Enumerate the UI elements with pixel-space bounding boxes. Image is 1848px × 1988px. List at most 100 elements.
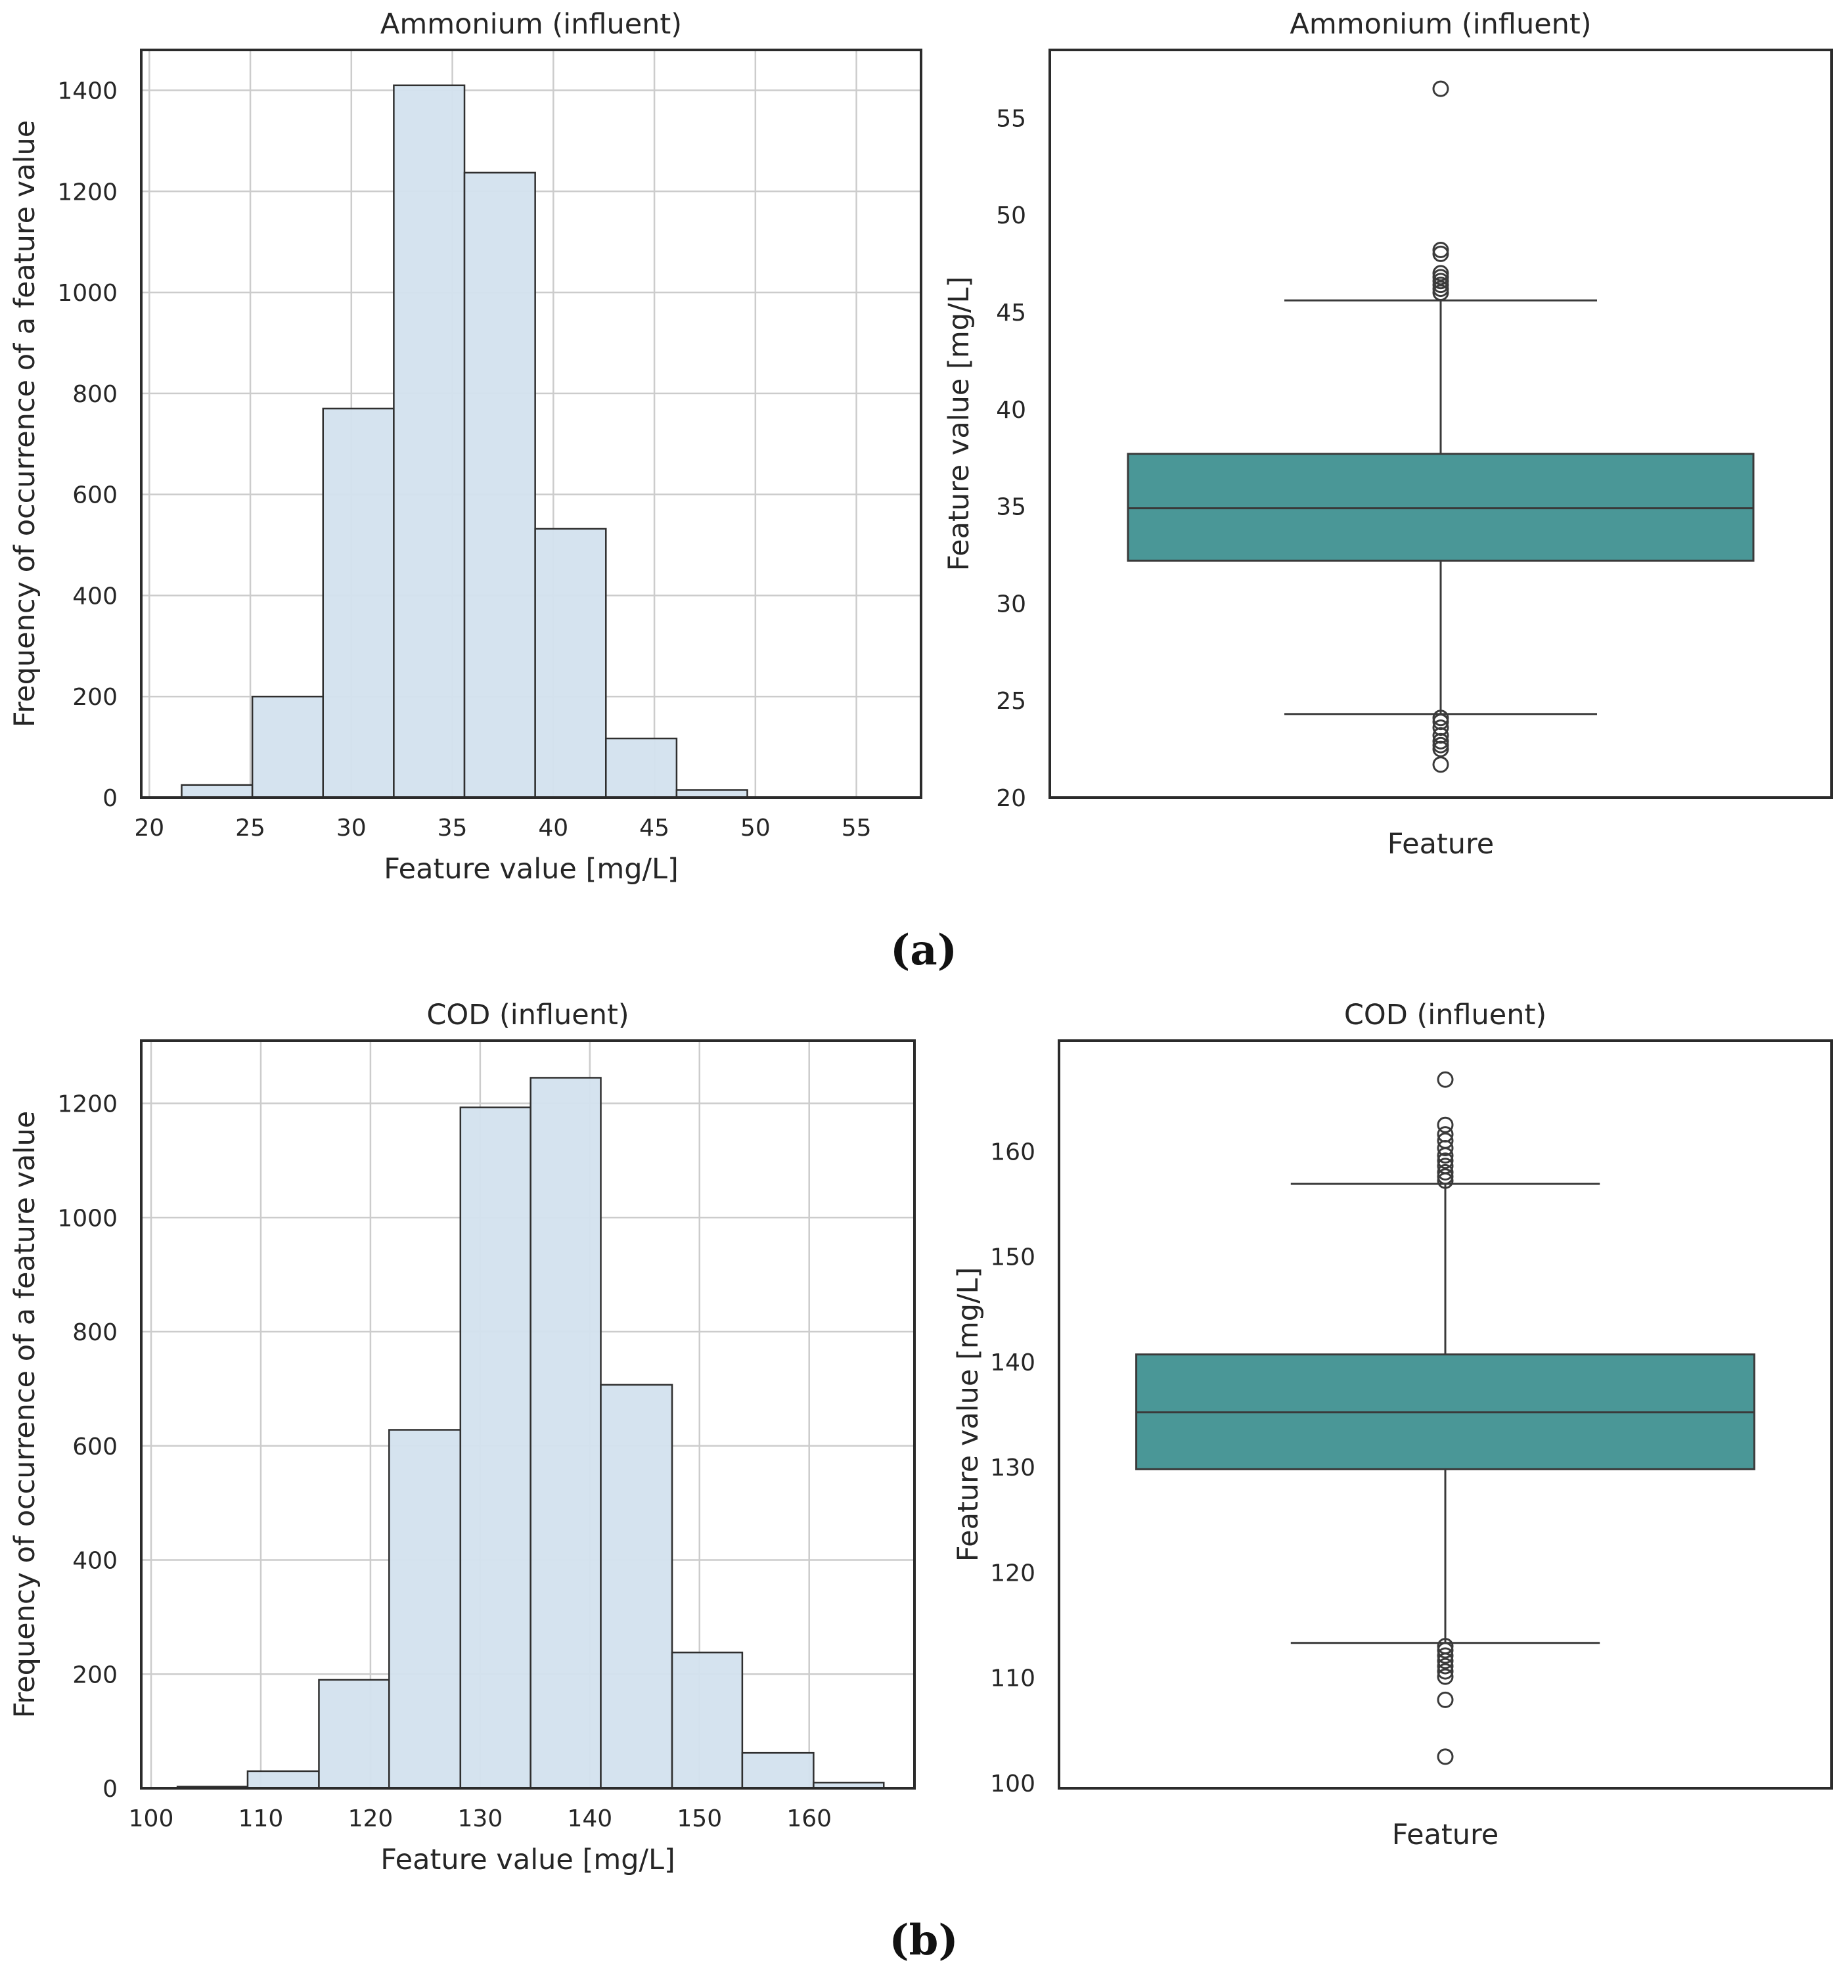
outlier-point xyxy=(1437,1668,1454,1685)
outlier-point xyxy=(1437,1658,1454,1675)
y-tick-label: 0 xyxy=(102,785,118,812)
y-tick-label: 55 xyxy=(996,105,1026,132)
x-tick-label: 50 xyxy=(740,815,771,842)
x-tick-label: 30 xyxy=(336,815,367,842)
x-axis-label: Feature xyxy=(1392,1819,1499,1851)
histogram-bar xyxy=(251,695,325,799)
y-axis-label: Frequency of occurrence of a feature val… xyxy=(9,1111,41,1718)
outlier-point xyxy=(1437,1163,1454,1181)
figure-label-a: (a) xyxy=(890,926,957,975)
y-tick-label: 50 xyxy=(996,202,1026,229)
y-tick-label: 400 xyxy=(72,583,118,610)
histogram-bar xyxy=(318,1679,390,1790)
y-tick-label: 800 xyxy=(72,1319,118,1346)
y-axis-label: Feature value [mg/L] xyxy=(952,1267,985,1562)
x-tick-label: 35 xyxy=(438,815,468,842)
y-tick-label: 35 xyxy=(996,494,1026,521)
outlier-point xyxy=(1432,284,1449,301)
y-tick-label: 1000 xyxy=(57,1205,118,1232)
axes-frame xyxy=(1048,49,1833,799)
histogram-bar xyxy=(530,1077,602,1790)
histogram-bar xyxy=(463,171,536,799)
y-tick-label: 40 xyxy=(996,397,1026,424)
outlier-point xyxy=(1437,1152,1454,1169)
histogram-bar xyxy=(388,1429,462,1790)
x-axis-label: Feature value [mg/L] xyxy=(384,853,678,886)
outlier-point xyxy=(1437,1663,1454,1680)
outlier-point xyxy=(1432,80,1449,97)
y-tick-label: 1200 xyxy=(57,1091,118,1118)
outlier-point xyxy=(1437,1652,1454,1669)
x-tick-label: 45 xyxy=(639,815,669,842)
y-tick-label: 30 xyxy=(996,591,1026,618)
y-tick-label: 150 xyxy=(990,1244,1035,1271)
outlier-point xyxy=(1437,1691,1454,1708)
chart-title: COD (influent) xyxy=(1344,999,1546,1031)
outlier-point xyxy=(1432,245,1449,262)
outlier-point xyxy=(1437,1172,1454,1189)
histogram-bar xyxy=(600,1384,673,1790)
y-tick-label: 200 xyxy=(72,1661,118,1688)
y-tick-label: 100 xyxy=(990,1771,1035,1797)
y-tick-label: 200 xyxy=(72,684,118,711)
histogram-bar xyxy=(534,528,607,799)
y-tick-label: 25 xyxy=(996,688,1026,715)
x-tick-label: 25 xyxy=(235,815,265,842)
y-tick-label: 20 xyxy=(996,785,1026,812)
y-tick-label: 140 xyxy=(990,1349,1035,1376)
y-tick-label: 1200 xyxy=(57,179,118,206)
outlier-point xyxy=(1437,1748,1454,1765)
chart-title: COD (influent) xyxy=(426,999,629,1031)
x-axis-label: Feature value [mg/L] xyxy=(380,1843,675,1876)
cod-boxplot: 100 110 120 130 140 150 160 COD (influent) Featu… xyxy=(952,999,1833,1851)
histogram-bar xyxy=(393,84,466,799)
x-tick-label: 130 xyxy=(458,1805,503,1832)
x-axis-label: Feature xyxy=(1387,828,1495,861)
ammonium-boxplot: 20 25 30 35 40 45 50 55 Ammonium (influent) Featu… xyxy=(943,8,1833,861)
chart-title: Ammonium (influent) xyxy=(380,8,682,41)
x-tick-label: 100 xyxy=(129,1805,174,1832)
y-tick-label: 0 xyxy=(102,1776,118,1803)
y-axis-label: Frequency of occurrence of a feature val… xyxy=(9,120,41,727)
histogram-bar xyxy=(741,1751,815,1790)
y-tick-label: 130 xyxy=(990,1455,1035,1481)
y-tick-label: 600 xyxy=(72,1434,118,1460)
chart-title: Ammonium (influent) xyxy=(1290,8,1591,41)
outlier-point xyxy=(1437,1647,1454,1664)
y-tick-label: 110 xyxy=(990,1665,1035,1692)
cod-histogram: 100 110 120 130 140 150 160 0 200 400 600 800 1000 12… xyxy=(9,999,916,1876)
y-tick-label: 120 xyxy=(990,1560,1035,1587)
y-tick-label: 800 xyxy=(72,381,118,408)
y-tick-label: 400 xyxy=(72,1548,118,1575)
outlier-point xyxy=(1437,1147,1454,1164)
x-tick-label: 140 xyxy=(567,1805,612,1832)
axes-frame xyxy=(140,1039,916,1790)
outlier-point xyxy=(1437,1139,1454,1156)
histogram-bar xyxy=(322,407,395,799)
x-tick-label: 150 xyxy=(677,1805,722,1832)
outlier-point xyxy=(1432,756,1449,773)
axes-frame xyxy=(140,49,922,799)
histogram-bar xyxy=(671,1651,744,1790)
histogram-bar xyxy=(246,1770,320,1790)
ammonium-histogram: 20 25 30 35 40 45 50 55 0 200 400 600 800 1000 1200 140… xyxy=(9,8,922,886)
figure-label-b: (b) xyxy=(889,1916,958,1965)
y-axis-label: Feature value [mg/L] xyxy=(943,277,976,571)
histogram-bar xyxy=(459,1106,531,1790)
x-tick-label: 55 xyxy=(842,815,872,842)
outlier-point xyxy=(1437,1168,1454,1185)
histogram-bar xyxy=(605,737,678,799)
y-tick-label: 1400 xyxy=(57,78,118,105)
y-tick-label: 600 xyxy=(72,482,118,509)
x-tick-label: 110 xyxy=(238,1805,284,1832)
outlier-point xyxy=(1432,740,1449,757)
y-tick-label: 45 xyxy=(996,300,1026,327)
histogram-bar xyxy=(181,784,254,799)
axes-frame xyxy=(1058,1039,1833,1790)
y-tick-label: 160 xyxy=(990,1139,1035,1165)
x-tick-label: 40 xyxy=(538,815,568,842)
x-tick-label: 20 xyxy=(134,815,164,842)
outlier-point xyxy=(1437,1116,1454,1133)
outlier-point xyxy=(1437,1071,1454,1088)
